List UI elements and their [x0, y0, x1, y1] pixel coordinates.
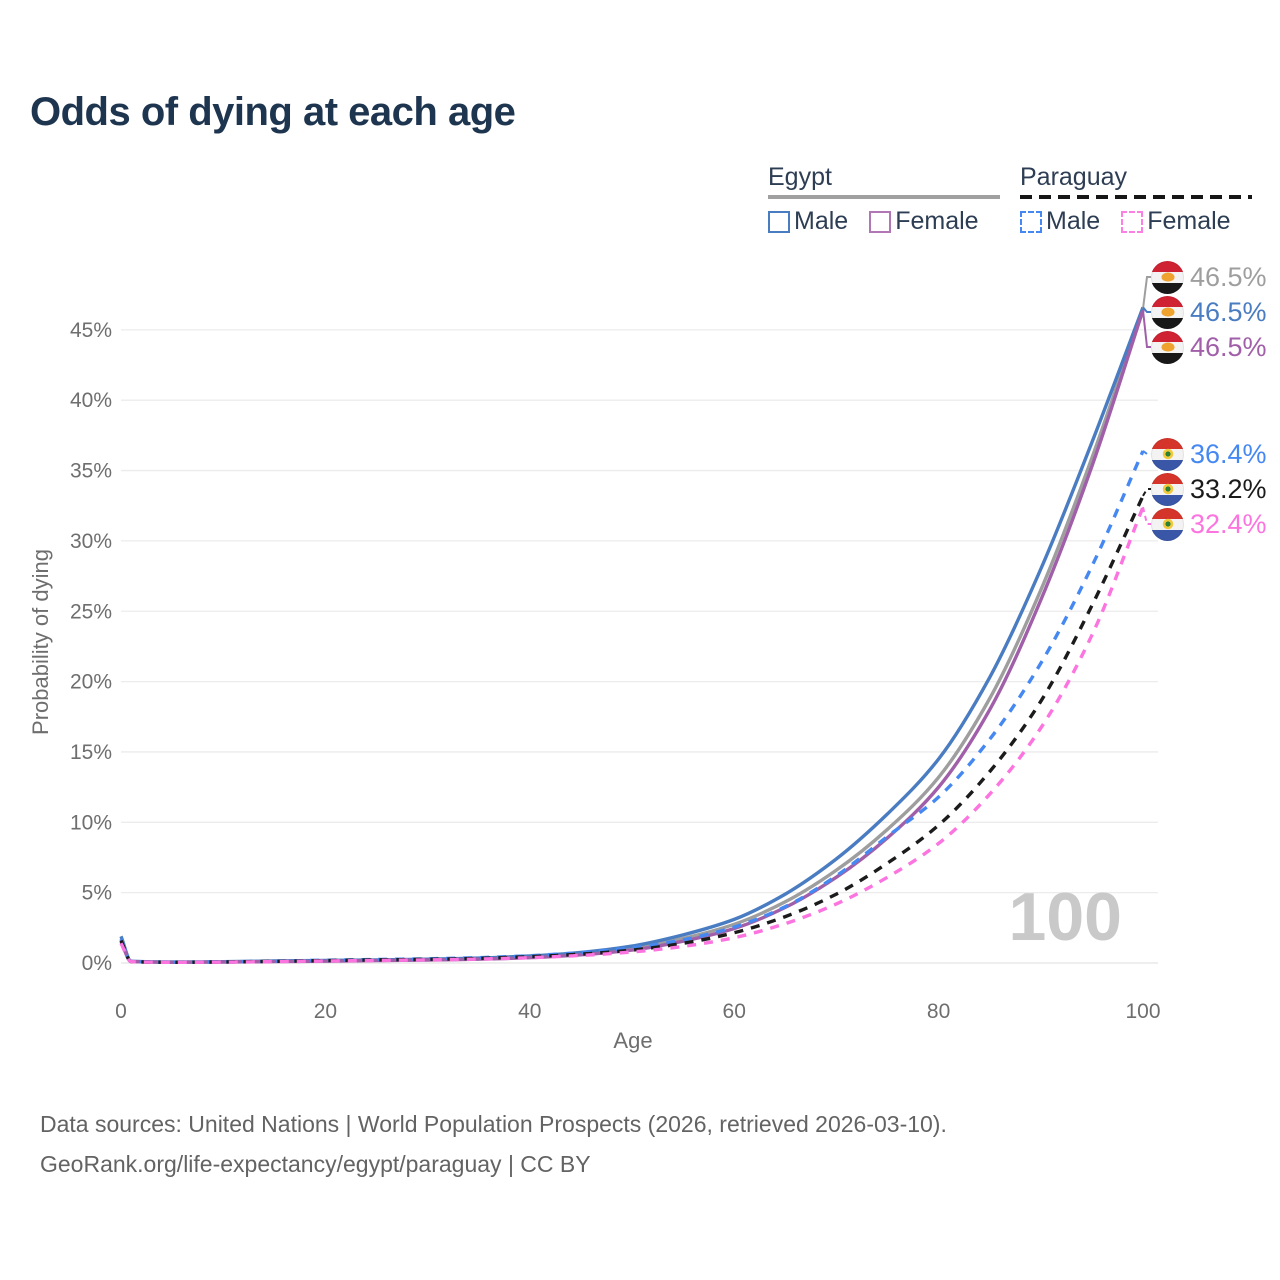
x-tick-label: 20 — [314, 1000, 337, 1023]
paraguay-line-sample — [1020, 195, 1252, 199]
page-title: Odds of dying at each age — [30, 90, 516, 134]
label-connector — [1142, 276, 1151, 309]
y-tick-label: 10% — [70, 811, 112, 834]
x-tick-label: 60 — [723, 1000, 746, 1023]
egypt-line-sample — [768, 195, 1000, 199]
label-connector — [1142, 450, 1151, 455]
end-value-text: 46.5% — [1190, 296, 1267, 327]
legend-item-paraguay-female[interactable]: Female — [1121, 207, 1231, 236]
y-tick-label: 40% — [70, 389, 112, 412]
legend-item-label: Female — [895, 207, 979, 235]
legend-item-egypt-male[interactable]: Male — [768, 207, 848, 236]
value-label-paraguay-male: 36.4% — [1151, 437, 1267, 471]
legend-group-paraguay: Paraguay Male Female — [1020, 163, 1252, 236]
y-tick-label: 20% — [70, 671, 112, 694]
data-source-note: Data sources: United Nations | World Pop… — [40, 1104, 947, 1184]
y-tick-label: 5% — [82, 882, 112, 905]
y-tick-label: 35% — [70, 460, 112, 483]
y-tick-label: 30% — [70, 530, 112, 553]
series-line-egypt-male[interactable] — [119, 306, 1145, 964]
y-tick-label: 15% — [70, 741, 112, 764]
flag-paraguay-icon — [1151, 472, 1184, 506]
egypt-male-swatch-icon — [768, 210, 790, 233]
end-value-text: 32.4% — [1190, 508, 1267, 539]
y-tick-label: 25% — [70, 600, 112, 623]
legend-country-egypt[interactable]: Egypt — [768, 163, 1000, 199]
y-axis-title: Probability of dying — [28, 549, 53, 735]
age-watermark: 100 — [1009, 879, 1122, 955]
x-tick-label: 100 — [1125, 1000, 1160, 1023]
end-value-text: 33.2% — [1190, 473, 1267, 504]
value-label-egypt-total: 46.5% — [1151, 260, 1267, 294]
paraguay-male-swatch-icon — [1020, 210, 1042, 233]
legend-group-egypt: Egypt Male Female — [768, 163, 1000, 236]
flag-egypt-icon — [1151, 260, 1184, 294]
egypt-emblem-icon — [1161, 272, 1174, 282]
legend-item-label: Female — [1147, 207, 1231, 235]
label-connector — [1142, 310, 1151, 348]
series-line-egypt-female[interactable] — [119, 309, 1145, 965]
x-tick-label: 40 — [518, 1000, 541, 1023]
label-connector — [1142, 306, 1151, 313]
end-value-text: 46.5% — [1190, 331, 1267, 362]
x-tick-label: 80 — [927, 1000, 950, 1023]
flag-egypt-icon — [1151, 295, 1184, 329]
x-axis-title: Age — [613, 1028, 652, 1053]
egypt-emblem-icon — [1161, 342, 1174, 352]
value-label-paraguay-total: 33.2% — [1151, 472, 1267, 506]
paraguay-emblem-icon — [1162, 483, 1173, 495]
legend-item-paraguay-male[interactable]: Male — [1020, 207, 1100, 236]
paraguay-female-swatch-icon — [1121, 210, 1144, 233]
series-line-egypt-total[interactable] — [119, 308, 1145, 964]
label-connector — [1142, 488, 1151, 497]
series-line-paraguay-female[interactable] — [119, 506, 1145, 965]
legend-country-egypt-label: Egypt — [768, 163, 832, 191]
end-value-text: 46.5% — [1190, 261, 1267, 292]
value-label-egypt-male: 46.5% — [1151, 295, 1267, 329]
label-connector — [1142, 506, 1151, 525]
legend-country-paraguay-label: Paraguay — [1020, 163, 1128, 191]
end-value-text: 36.4% — [1190, 438, 1267, 469]
legend-item-label: Male — [1046, 207, 1101, 235]
flag-paraguay-icon — [1151, 437, 1184, 471]
value-label-egypt-female: 46.5% — [1151, 330, 1267, 364]
data-source-line2: GeoRank.org/life-expectancy/egypt/paragu… — [40, 1151, 591, 1177]
flag-egypt-icon — [1151, 330, 1184, 364]
x-tick-label: 0 — [115, 1000, 127, 1023]
legend-country-paraguay[interactable]: Paraguay — [1020, 163, 1252, 199]
egypt-female-swatch-icon — [869, 210, 892, 233]
y-tick-label: 0% — [82, 952, 112, 975]
legend-item-egypt-female[interactable]: Female — [869, 207, 979, 236]
egypt-emblem-icon — [1161, 307, 1174, 317]
value-label-paraguay-female: 32.4% — [1151, 507, 1267, 541]
legend-item-label: Male — [794, 207, 849, 235]
y-tick-label: 45% — [70, 319, 112, 342]
data-source-line1: Data sources: United Nations | World Pop… — [40, 1111, 947, 1137]
paraguay-emblem-icon — [1162, 518, 1173, 530]
paraguay-emblem-icon — [1162, 448, 1173, 460]
flag-paraguay-icon — [1151, 507, 1184, 541]
